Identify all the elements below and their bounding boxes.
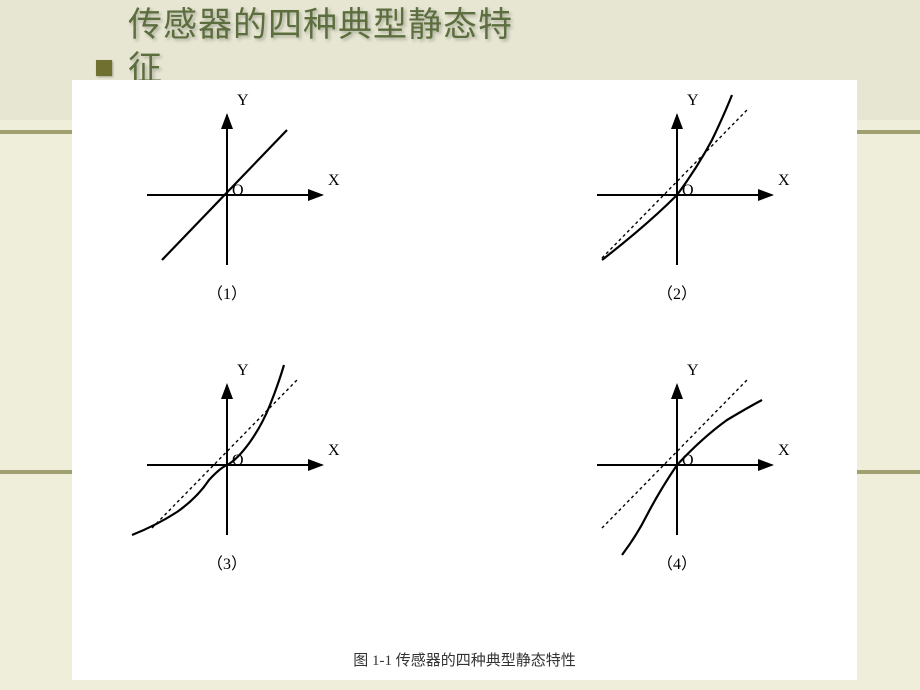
x-axis-label: X — [328, 172, 340, 190]
origin-label: O — [232, 452, 244, 470]
x-axis-label: X — [778, 442, 790, 460]
chart-label: （4） — [552, 550, 802, 574]
y-axis-label: Y — [237, 362, 249, 380]
chart-label: （2） — [552, 280, 802, 304]
y-axis-label: Y — [687, 362, 699, 380]
figure-area: Y X O （1） Y X O （2） Y X O （3） Y X O （4） 图 1-1 传感器的四种… — [72, 80, 857, 680]
chart-3: Y X O （3） — [102, 355, 352, 585]
chart-1: Y X O （1） — [102, 85, 352, 315]
title-line-1: 传感器的四种典型静态特 — [128, 7, 513, 44]
chart-label: （1） — [102, 280, 352, 304]
chart-2: Y X O （2） — [552, 85, 802, 315]
chart-4: Y X O （4） — [552, 355, 802, 585]
y-axis-label: Y — [687, 92, 699, 110]
title-bullet-icon — [96, 60, 112, 76]
origin-label: O — [232, 182, 244, 200]
y-axis-label: Y — [237, 92, 249, 110]
origin-label: O — [682, 182, 694, 200]
x-axis-label: X — [778, 172, 790, 190]
x-axis-label: X — [328, 442, 340, 460]
origin-label: O — [682, 452, 694, 470]
page-title: 传感器的四种典型静态特 征 — [128, 4, 513, 92]
chart-label: （3） — [102, 550, 352, 574]
figure-caption: 图 1-1 传感器的四种典型静态特性 — [72, 649, 857, 670]
